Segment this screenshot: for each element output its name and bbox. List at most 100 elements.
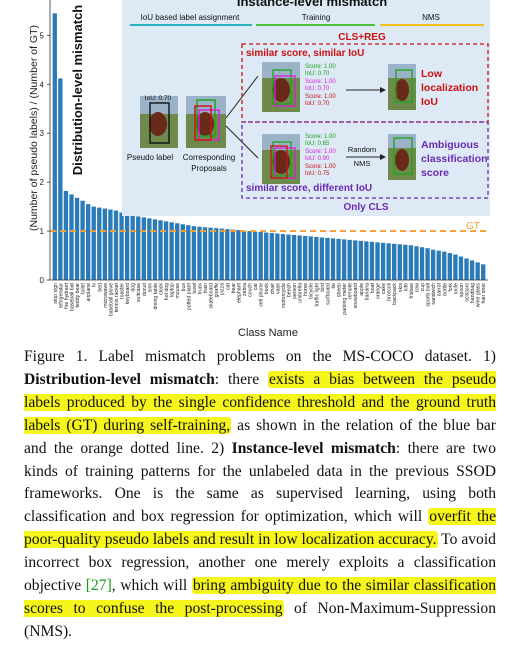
bar-elephant [236, 230, 241, 280]
bar-chair [269, 233, 274, 280]
bar-sports-ball [425, 248, 430, 280]
x-tick-label: cell phone [259, 283, 265, 307]
cls-reg-box [241, 43, 489, 123]
x-tick-label: scissors [465, 283, 471, 302]
instance-panel: Instance-level mismatch IoU based label … [122, 0, 490, 216]
random-label: Random [348, 145, 376, 154]
bar-bench [286, 234, 291, 280]
bar-refrigerator [58, 78, 63, 280]
bar-cell-phone [258, 232, 263, 280]
pseudo-label-caption: Pseudo label [127, 153, 173, 162]
y-axis-label: (Number of pseudo labels) / (Number of G… [28, 25, 40, 231]
bar-microwave [102, 208, 108, 280]
bar-book [264, 232, 269, 280]
bar-cake [380, 242, 386, 280]
bar-snowboard [353, 240, 358, 280]
x-tick-label: microwave [103, 283, 109, 308]
bar-potted-plant [186, 225, 191, 280]
caption-text-6: , which will [111, 577, 192, 595]
bar-couch [247, 231, 252, 280]
x-tick-label: skis [398, 283, 404, 292]
x-tick-label: bird [320, 283, 326, 292]
bar-traffic-light [314, 236, 319, 280]
bar-bear [230, 229, 235, 280]
bar-boat [369, 241, 375, 280]
x-tick-label: apple [359, 283, 365, 296]
bar-banana [364, 241, 369, 280]
corresponding-caption: Corresponding [183, 153, 235, 162]
x-tick-label: suitcase [136, 283, 142, 302]
x-tick-label: book [264, 283, 270, 295]
bar-bottle [442, 251, 447, 280]
bar-skis [397, 244, 402, 280]
score-text: Score: 1.00 [305, 149, 336, 155]
fig-label: Figure 1. [24, 348, 88, 365]
x-tick-label: toilet [81, 282, 87, 294]
ambiguous-1: Ambiguous [421, 139, 479, 151]
distribution-level-label: Distribution-level mismatch [70, 5, 85, 176]
nms-label: NMS [354, 159, 371, 168]
bar-bed [97, 207, 102, 280]
bar-laptop [169, 222, 174, 280]
ambiguous-3: score [421, 167, 449, 179]
bar-horse [303, 235, 308, 280]
only-cls-box [241, 121, 489, 199]
y-tick-label: 0 [40, 276, 45, 285]
x-tick-label: bed [97, 283, 103, 292]
bar-dog [130, 214, 135, 280]
bar-bird [319, 237, 325, 280]
bar-bowl [191, 226, 197, 280]
y-tick-label: 1 [40, 227, 45, 236]
iou-text: IoU: 0.90 [305, 156, 330, 162]
y-tick-label: 5 [40, 31, 45, 40]
x-tick-label: baseball bat [69, 282, 75, 311]
score-text: Score: 1.00 [305, 94, 336, 100]
bar-wine-glass [475, 262, 480, 280]
x-tick-label: traffic light [314, 282, 320, 306]
gt-label: GT [466, 221, 480, 232]
y-tick-label: 2 [40, 178, 45, 187]
x-tick-label: snowboard [353, 283, 359, 308]
x-tick-label: teddy bear [75, 283, 81, 308]
citation-link[interactable]: [27] [85, 577, 112, 595]
x-tick-label: handbag [470, 283, 476, 303]
x-tick-label: laptop [170, 283, 176, 297]
x-tick-label: potted plant [186, 282, 192, 310]
bar-teddy-bear [74, 197, 80, 280]
x-tick-label: tennis racket [114, 282, 120, 312]
header-training: Training [302, 13, 331, 22]
iou-text: IoU: 0.70 [305, 86, 330, 92]
proposals-caption: Proposals [191, 164, 227, 173]
x-tick-label: carrot [437, 282, 443, 296]
bar-train [202, 227, 208, 280]
bar-bicycle [308, 236, 313, 280]
caption-text-1: Label mismatch problems on the MS-COCO d… [87, 348, 496, 365]
x-tick-label: cow [414, 283, 420, 292]
bar-motorcycle [280, 234, 286, 280]
only-cls-label: Only CLS [343, 202, 388, 213]
x-tick-label: pizza [220, 283, 226, 295]
x-tick-label: couch [248, 283, 254, 297]
score-text: Score: 1.00 [305, 164, 336, 170]
x-tick-label: airplane [86, 283, 92, 302]
x-tick-label: keyboard [125, 283, 131, 304]
x-tick-label: train [203, 283, 209, 293]
bar-scissors [464, 258, 469, 280]
bar-cow [414, 246, 419, 280]
x-axis-label: Class Name [238, 327, 298, 339]
bar-carrot [436, 250, 441, 280]
x-tick-label: sports ball [426, 283, 432, 307]
x-tick-label: parking meter [342, 283, 348, 315]
low-loc-2: localization [421, 82, 478, 94]
bar-bus [180, 224, 185, 280]
different-iou-label: similar score, different IoU [246, 183, 372, 194]
score-text: Score: 1.00 [305, 64, 336, 70]
caption-text-2: : there [214, 370, 268, 388]
x-tick-label: orange [376, 283, 382, 299]
x-tick-label: surfboard [325, 283, 331, 305]
bar-sandwich [430, 249, 436, 280]
bar-airplane [86, 204, 91, 280]
bar-zebra [241, 230, 247, 280]
x-tick-label: fork [448, 283, 454, 292]
x-tick-label: bottle [442, 283, 448, 296]
